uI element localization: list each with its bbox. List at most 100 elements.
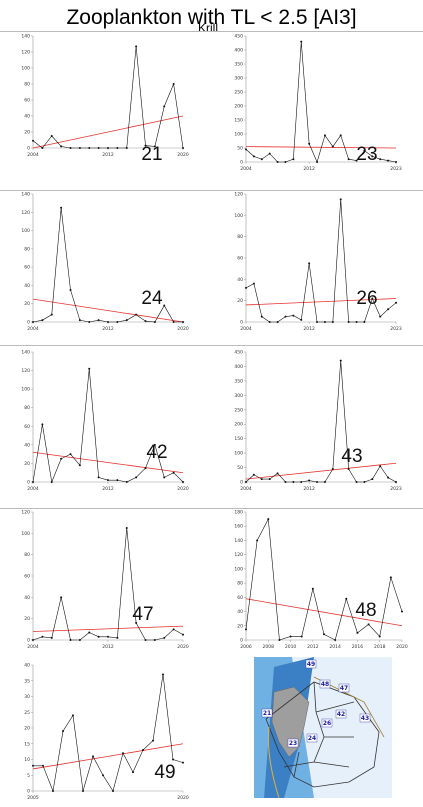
data-point <box>339 134 342 137</box>
data-point <box>41 423 44 426</box>
data-point <box>172 83 175 85</box>
y-tick-label: 10 <box>24 757 30 763</box>
y-tick-label: 0 <box>27 320 30 326</box>
y-tick-label: 400 <box>234 364 243 370</box>
x-tick-label: 2020 <box>177 795 189 801</box>
y-tick-label: 250 <box>234 407 243 413</box>
y-tick-label: 20 <box>24 461 30 467</box>
data-point <box>316 481 319 483</box>
data-point <box>395 301 397 304</box>
y-tick-label: 0 <box>240 480 243 486</box>
y-tick-label: 350 <box>234 62 243 68</box>
map-region-label: 26 <box>323 720 331 727</box>
data-point <box>78 319 81 322</box>
data-point <box>153 639 156 641</box>
data-point <box>107 479 109 482</box>
data-point <box>389 576 392 579</box>
y-tick-label: 120 <box>21 210 30 216</box>
y-tick-label: 40 <box>237 277 243 283</box>
x-tick-label: 2004 <box>240 326 252 332</box>
map-region-label: 49 <box>307 661 315 668</box>
data-point <box>107 321 109 323</box>
x-tick-label: 2023 <box>390 486 402 492</box>
y-tick-label: 200 <box>234 104 243 110</box>
data-point <box>50 636 53 639</box>
data-point <box>172 758 174 761</box>
data-point <box>62 730 64 733</box>
x-tick-label: 2004 <box>27 644 39 650</box>
data-point <box>32 639 34 641</box>
data-point <box>345 597 348 600</box>
data-point <box>41 319 44 322</box>
data-point <box>69 147 72 149</box>
y-tick-label: 60 <box>24 98 30 104</box>
data-point <box>135 313 138 316</box>
y-tick-label: 80 <box>24 82 30 88</box>
data-point <box>387 159 390 162</box>
y-tick-label: 60 <box>24 265 30 271</box>
y-tick-label: 150 <box>234 436 243 442</box>
data-point <box>292 314 295 317</box>
y-tick-label: 20 <box>24 726 30 732</box>
data-point <box>363 481 366 483</box>
x-tick-label: 2012 <box>102 644 114 650</box>
y-tick-label: 200 <box>234 422 243 428</box>
data-point <box>163 476 166 479</box>
data-point <box>116 636 119 639</box>
data-point <box>72 714 74 717</box>
data-point <box>116 147 119 149</box>
x-tick-label: 2006 <box>240 644 252 650</box>
y-tick-label: 40 <box>24 114 30 120</box>
data-point <box>334 639 337 641</box>
x-tick-label: 2004 <box>240 166 252 172</box>
y-tick-label: 50 <box>237 465 243 471</box>
y-tick-label: 0 <box>27 480 30 486</box>
map-region-box <box>359 713 371 723</box>
data-point <box>132 771 134 774</box>
y-tick-label: 300 <box>234 393 243 399</box>
data-point <box>42 764 44 767</box>
y-tick-label: 160 <box>234 524 243 530</box>
row-divider <box>0 190 423 191</box>
data-point <box>331 145 334 148</box>
data-point <box>135 476 138 479</box>
y-tick-label: 60 <box>24 424 30 430</box>
map-region-label: 21 <box>263 710 271 717</box>
data-point <box>339 198 342 201</box>
data-point <box>355 481 358 483</box>
trend-line <box>245 598 403 627</box>
region-label: 42 <box>146 442 167 463</box>
data-point <box>97 635 100 638</box>
data-point <box>78 639 81 641</box>
data-point <box>125 481 128 483</box>
data-point <box>60 206 63 209</box>
data-point <box>401 610 403 613</box>
y-tick-label: 60 <box>237 256 243 262</box>
map-region-label: 48 <box>321 681 329 688</box>
data-point <box>125 319 128 322</box>
x-tick-label: 2012 <box>102 152 114 158</box>
data-point <box>107 147 109 149</box>
series-line <box>32 527 184 641</box>
data-point <box>50 313 53 316</box>
data-point <box>260 158 263 161</box>
region-map: 49 48 47 21 42 43 26 24 23 <box>254 657 392 798</box>
y-tick-label: 120 <box>234 552 243 558</box>
data-point <box>367 623 370 626</box>
data-point <box>289 635 292 638</box>
data-point <box>331 468 334 470</box>
y-tick-label: 120 <box>234 192 243 198</box>
map-region-box <box>287 738 299 748</box>
data-point <box>300 481 303 483</box>
x-tick-label: 2012 <box>303 326 315 332</box>
y-tick-label: 120 <box>21 368 30 374</box>
map-outer-line <box>313 676 385 738</box>
y-tick-label: 180 <box>234 510 243 516</box>
chart-panel-49: 0 5 10 15 20 25 30 35 40 2005 2020 49 <box>24 663 189 802</box>
data-point <box>379 465 382 468</box>
data-point <box>331 321 334 323</box>
chart-panel-21: 0 20 40 60 80 100 120 140 2004 2012 2020 21 <box>21 34 188 166</box>
data-point <box>69 639 72 641</box>
x-tick-label: 2012 <box>303 486 315 492</box>
region-label: 47 <box>132 604 153 625</box>
